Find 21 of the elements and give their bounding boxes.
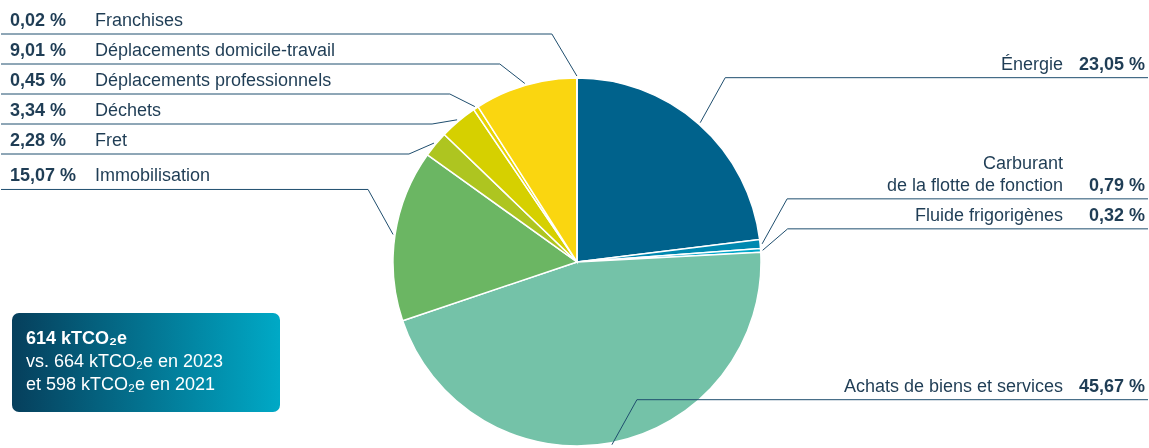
slice-label: Achats de biens et services bbox=[843, 375, 1063, 396]
slice-label: Déplacements domicile-travail bbox=[95, 40, 336, 60]
data-label: 9,01 % bbox=[10, 40, 67, 60]
data-label: 45,67 % bbox=[1078, 375, 1145, 396]
data-label: 2,28 % bbox=[10, 130, 67, 150]
data-label: 15,07 % bbox=[10, 165, 77, 186]
slice-label: Carburant de la flotte de fonction bbox=[886, 152, 1063, 195]
slice-label: Énergie bbox=[1000, 53, 1063, 74]
info-box: 614 kTCO₂e vs. 664 kTCO₂e en 2023 et 598 kTCO₂e en 2021 bbox=[12, 313, 280, 412]
data-label: 0,79 % bbox=[1088, 174, 1145, 195]
data-label: 0,45 % bbox=[10, 70, 67, 90]
data-label: 0,32 % bbox=[1088, 204, 1145, 225]
data-label: 3,34 % bbox=[10, 100, 67, 120]
slice-label: Fluide frigorigènes bbox=[914, 204, 1063, 225]
slice-label: Déchets bbox=[95, 100, 162, 120]
slice-label: Fret bbox=[95, 130, 128, 150]
data-label: 23,05 % bbox=[1078, 53, 1145, 74]
slice-label: Déplacements professionnels bbox=[95, 70, 332, 90]
slice-label: Franchises bbox=[95, 10, 184, 30]
slice-label: Immobilisation bbox=[95, 165, 211, 186]
data-label: 0,02 % bbox=[10, 10, 67, 30]
